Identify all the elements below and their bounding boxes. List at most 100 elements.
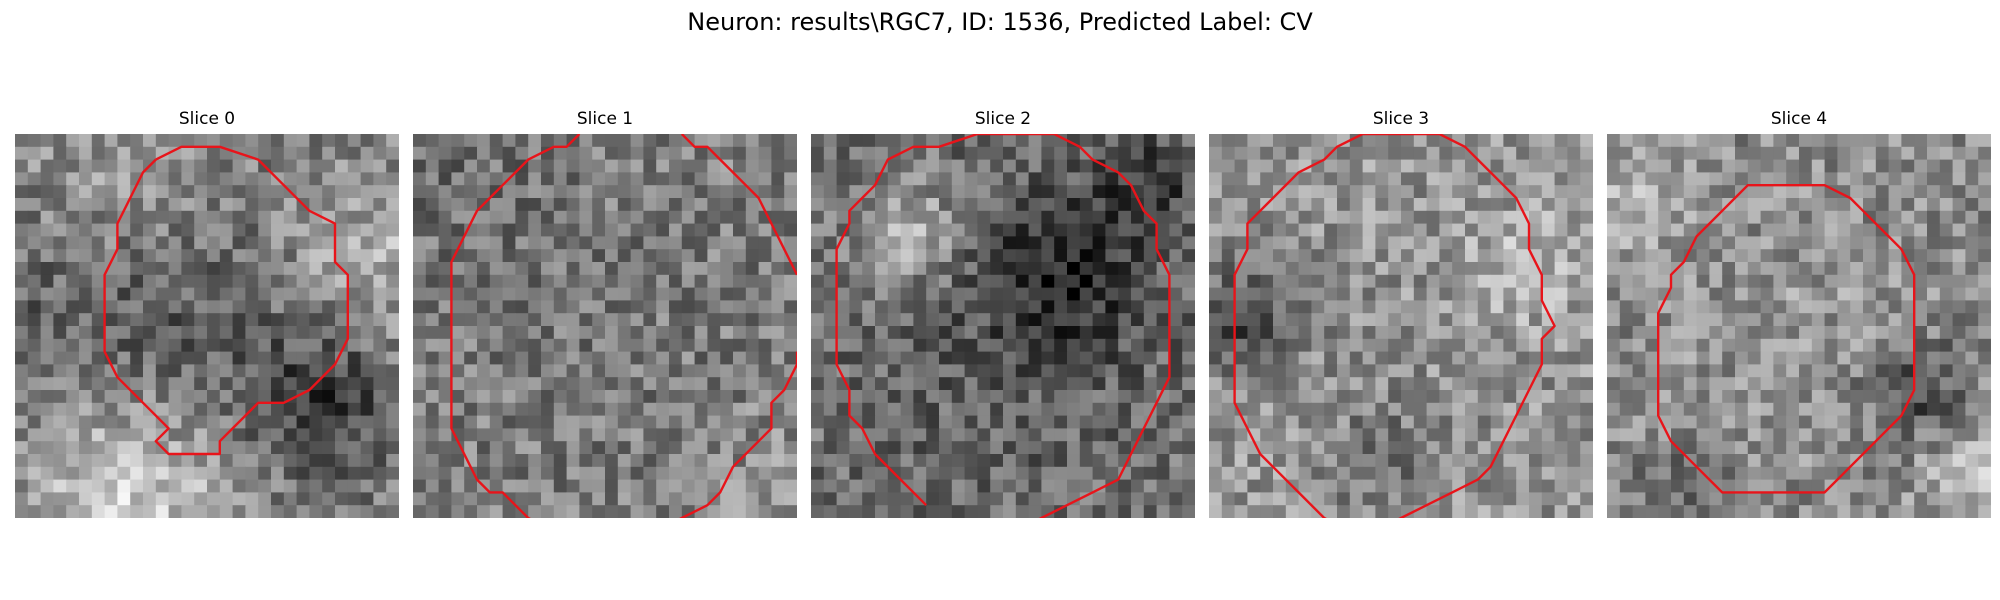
pixel <box>836 338 850 353</box>
pixel <box>1914 377 1928 391</box>
pixel <box>1169 338 1183 353</box>
pixel <box>1285 249 1300 263</box>
pixel <box>951 185 966 199</box>
pixel <box>271 377 285 391</box>
pixel <box>1850 146 1864 161</box>
pixel <box>477 210 491 225</box>
pixel <box>553 479 568 493</box>
pixel <box>1439 185 1453 199</box>
pixel <box>1541 300 1556 314</box>
pixel <box>1221 390 1236 404</box>
pixel <box>1658 159 1672 173</box>
pixel <box>1490 428 1504 442</box>
pixel <box>579 274 593 289</box>
pixel <box>1413 210 1428 225</box>
pixel <box>1401 479 1415 493</box>
pixel <box>40 198 54 212</box>
pixel <box>733 287 747 301</box>
pixel <box>1465 134 1479 148</box>
pixel <box>977 198 991 212</box>
pixel <box>720 364 734 378</box>
pixel <box>823 326 838 340</box>
pixel <box>1028 390 1042 404</box>
pixel <box>1003 249 1017 263</box>
pixel <box>1490 402 1504 417</box>
pixel <box>1927 185 1941 199</box>
pixel <box>360 492 374 506</box>
pixel <box>913 300 927 314</box>
pixel <box>1324 134 1338 148</box>
pixel <box>1260 210 1274 225</box>
pixel <box>296 364 310 378</box>
pixel <box>1490 313 1504 327</box>
pixel <box>425 428 440 442</box>
pixel <box>1273 479 1287 493</box>
pixel <box>1118 274 1132 289</box>
pixel <box>1337 364 1351 378</box>
pixel <box>1221 402 1236 417</box>
pixel <box>1349 313 1364 327</box>
pixel <box>1041 505 1055 518</box>
pixel <box>1850 402 1864 417</box>
pixel <box>1671 492 1685 506</box>
pixel <box>1875 441 1890 455</box>
pixel <box>1747 390 1762 404</box>
pixel <box>939 505 953 518</box>
pixel <box>1234 210 1248 225</box>
pixel <box>1092 146 1106 161</box>
pixel <box>1786 262 1800 276</box>
pixel <box>40 466 54 481</box>
pixel <box>926 300 940 314</box>
pixel <box>1875 364 1890 378</box>
pixel <box>733 351 747 365</box>
pixel <box>66 223 80 237</box>
pixel <box>1028 236 1042 250</box>
pixel <box>1143 338 1158 353</box>
pixel <box>373 172 387 186</box>
pixel <box>823 428 838 442</box>
pixel <box>1683 326 1698 340</box>
pixel <box>707 198 721 212</box>
pixel <box>1092 505 1106 518</box>
pixel <box>464 198 478 212</box>
pixel <box>515 338 529 353</box>
pixel <box>1118 492 1132 506</box>
pixel <box>283 236 298 250</box>
pixel <box>1388 262 1402 276</box>
pixel <box>951 210 966 225</box>
pixel <box>15 466 29 481</box>
pixel <box>1413 364 1428 378</box>
pixel <box>1607 326 1621 340</box>
pixel <box>296 172 310 186</box>
pixel <box>733 390 747 404</box>
pixel <box>541 185 555 199</box>
pixel <box>1645 249 1659 263</box>
pixel <box>1696 146 1710 161</box>
pixel <box>79 223 93 237</box>
pixel <box>1901 441 1915 455</box>
pixel <box>541 454 555 468</box>
pixel <box>1567 466 1581 481</box>
pixel <box>66 313 80 327</box>
pixel <box>207 415 221 429</box>
pixel <box>681 249 696 263</box>
pixel <box>1567 492 1581 506</box>
pixel <box>1619 377 1634 391</box>
pixel <box>489 377 504 391</box>
pixel <box>1580 402 1593 417</box>
pixel <box>464 159 478 173</box>
pixel <box>1105 415 1119 429</box>
pixel <box>1824 364 1838 378</box>
pixel <box>66 479 80 493</box>
pixel <box>939 428 953 442</box>
pixel <box>1131 364 1145 378</box>
pixel <box>451 274 465 289</box>
pixel <box>1465 415 1479 429</box>
pixel <box>1118 223 1132 237</box>
pixel <box>1426 159 1440 173</box>
pixel <box>438 326 452 340</box>
pixel <box>862 402 876 417</box>
pixel <box>1298 185 1312 199</box>
pixel <box>887 236 902 250</box>
pixel <box>1683 249 1698 263</box>
